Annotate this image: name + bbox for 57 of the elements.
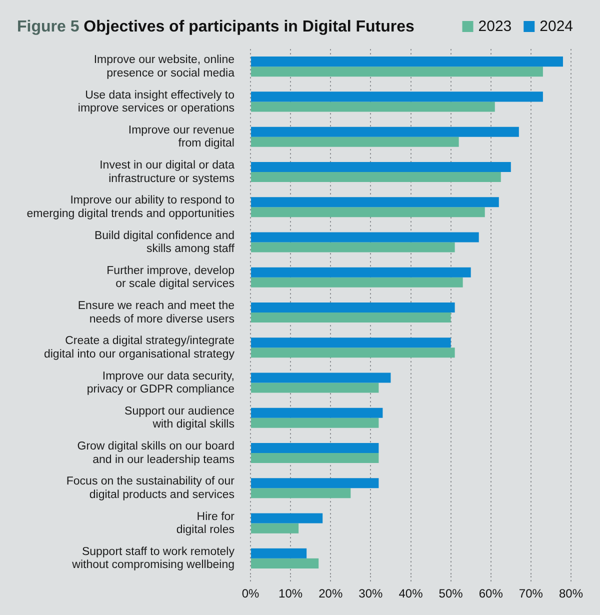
y-tick-label: Improve our website, online presence or social media	[94, 54, 236, 80]
bar	[251, 408, 383, 418]
bar	[251, 558, 319, 568]
bar	[251, 92, 543, 102]
bar	[251, 372, 391, 383]
y-tick-label: Use data insight effectively to improve services or operations	[78, 89, 235, 114]
bar	[251, 418, 379, 428]
y-tick-label: Improve our data security, privacy or GDPR compliance	[86, 370, 234, 396]
bar	[251, 453, 379, 464]
x-tick-label: 70%	[518, 586, 544, 601]
bar	[251, 302, 455, 312]
bar	[251, 172, 501, 182]
bar	[251, 443, 379, 454]
bar	[251, 242, 455, 252]
chart-title: Figure 5 Objectives of participants in Digital Futures	[17, 18, 415, 36]
y-tick-label: Improve our ability to respond to emerging digital trends and opportunities	[26, 194, 235, 220]
bar	[251, 277, 463, 288]
x-tick-label: 80%	[558, 586, 584, 601]
y-tick-label: Grow digital skills on our board and in our leadership teams	[77, 440, 235, 466]
bar	[251, 232, 479, 242]
y-tick-label: Focus on the sustainability of our digital products and services	[66, 476, 235, 501]
bar	[251, 513, 323, 524]
bar	[251, 136, 459, 147]
bar	[251, 267, 471, 278]
bar	[251, 523, 299, 534]
bar	[251, 488, 351, 498]
y-tick-label: Hire for digital roles	[176, 510, 235, 536]
y-tick-label: Improve our revenue from digital	[128, 124, 234, 150]
x-tick-label: 50%	[438, 586, 464, 601]
y-tick-label: Build digital confidence and skills among staff	[94, 230, 236, 256]
y-tick-label: Ensure we reach and meet the needs of more diverse users	[78, 300, 235, 326]
bar	[251, 382, 379, 393]
y-tick-label: Support our audience with digital skills	[124, 405, 235, 431]
x-tick-label: 20%	[318, 586, 343, 601]
x-tick-label: 40%	[398, 586, 424, 601]
bar	[251, 56, 563, 67]
bar	[251, 478, 379, 488]
x-tick-label: 0%	[242, 586, 260, 601]
bar	[251, 162, 511, 172]
bar	[251, 207, 485, 218]
y-tick-label: Invest in our digital or data infrastructure or systems	[100, 160, 236, 185]
bar	[251, 102, 495, 112]
bar	[251, 126, 519, 137]
bar	[251, 197, 499, 208]
legend-label: 2024	[540, 18, 574, 36]
x-tick-label: 30%	[358, 586, 384, 601]
legend-label: 2023	[478, 18, 512, 36]
x-tick-label: 10%	[278, 586, 303, 601]
bar	[251, 312, 451, 323]
bar	[251, 348, 455, 358]
bar	[251, 338, 451, 348]
bar	[251, 548, 307, 558]
y-tick-label: Create a digital strategy/integrate digital into our organisational strategy	[44, 335, 235, 360]
x-tick-label: 60%	[478, 586, 504, 601]
y-tick-label: Further improve, develop or scale digital services	[106, 264, 235, 290]
bar	[251, 66, 543, 77]
y-tick-label: Support staff to work remotely without compromising wellbeing	[71, 546, 235, 572]
